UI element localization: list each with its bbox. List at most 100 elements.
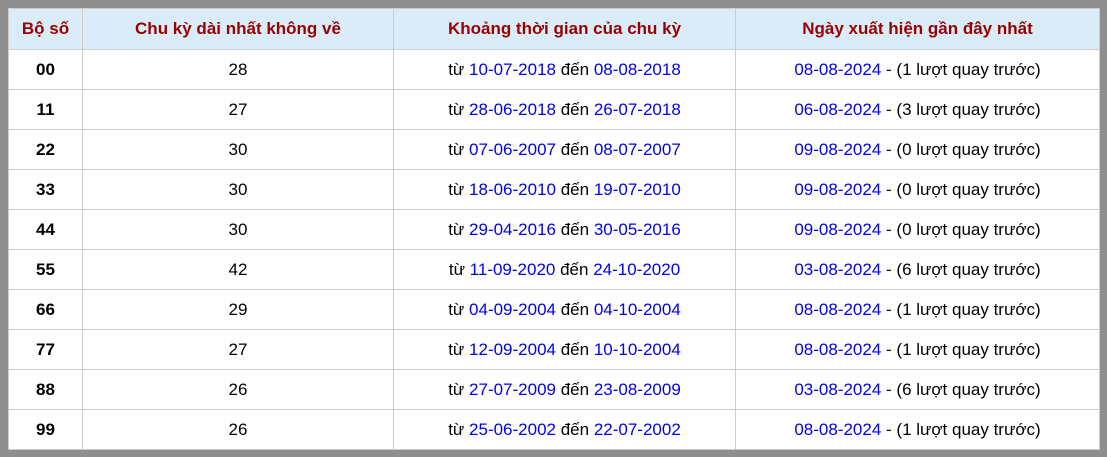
table-row: 22 30 từ 07-06-2007 đến 08-07-2007 09-08… [8,129,1100,170]
from-date-link[interactable]: 12-09-2004 [469,339,556,359]
recent-date-link[interactable]: 09-08-2024 [794,139,882,159]
recent-note: - (6 lượt quay trước) [881,379,1041,399]
from-label: từ [448,59,470,79]
from-date-link[interactable]: 25-06-2002 [469,419,556,439]
pair-cell: 33 [8,169,83,210]
cycle-cell: 29 [82,289,394,330]
pair-cell: 22 [8,129,83,170]
recent-cell: 08-08-2024 - (1 lượt quay trước) [735,409,1100,450]
table-row: 88 26 từ 27-07-2009 đến 23-08-2009 03-08… [8,369,1100,410]
table-row: 11 27 từ 28-06-2018 đến 26-07-2018 06-08… [8,89,1100,130]
period-cell: từ 29-04-2016 đến 30-05-2016 [393,209,736,250]
column-header-pair: Bộ số [8,8,83,50]
cycle-cell: 27 [82,329,394,370]
to-date-link[interactable]: 04-10-2004 [593,299,681,319]
recent-note: - (1 lượt quay trước) [881,339,1041,359]
to-label: đến [556,339,594,359]
recent-note: - (1 lượt quay trước) [881,299,1041,319]
table-row: 99 26 từ 25-06-2002 đến 22-07-2002 08-08… [8,409,1100,450]
period-cell: từ 07-06-2007 đến 08-07-2007 [393,129,736,170]
recent-date-link[interactable]: 08-08-2024 [794,339,882,359]
to-date-link[interactable]: 22-07-2002 [593,419,681,439]
to-label: đến [556,99,594,119]
pair-cell: 44 [8,209,83,250]
to-label: đến [556,299,594,319]
from-date-link[interactable]: 11-09-2020 [469,259,556,279]
from-date-link[interactable]: 29-04-2016 [469,219,556,239]
recent-note: - (0 lượt quay trước) [881,179,1041,199]
from-label: từ [448,379,470,399]
recent-cell: 08-08-2024 - (1 lượt quay trước) [735,49,1100,90]
recent-date-link[interactable]: 08-08-2024 [794,299,882,319]
recent-date-link[interactable]: 06-08-2024 [794,99,882,119]
table-row: 66 29 từ 04-09-2004 đến 04-10-2004 08-08… [8,289,1100,330]
recent-date-link[interactable]: 03-08-2024 [794,379,882,399]
pair-cell: 66 [8,289,83,330]
from-date-link[interactable]: 28-06-2018 [469,99,556,119]
from-label: từ [448,99,470,119]
period-cell: từ 10-07-2018 đến 08-08-2018 [393,49,736,90]
table-row: 00 28 từ 10-07-2018 đến 08-08-2018 08-08… [8,49,1100,90]
pair-cell: 88 [8,369,83,410]
from-label: từ [448,139,470,159]
from-date-link[interactable]: 04-09-2004 [469,299,556,319]
from-date-link[interactable]: 18-06-2010 [469,179,556,199]
from-date-link[interactable]: 27-07-2009 [469,379,556,399]
recent-note: - (1 lượt quay trước) [881,59,1041,79]
to-date-link[interactable]: 10-10-2004 [593,339,681,359]
from-label: từ [448,419,470,439]
from-label: từ [448,219,470,239]
to-label: đến [556,139,594,159]
recent-note: - (1 lượt quay trước) [881,419,1041,439]
to-label: đến [556,379,594,399]
to-date-link[interactable]: 30-05-2016 [593,219,681,239]
from-date-link[interactable]: 10-07-2018 [469,59,556,79]
to-date-link[interactable]: 23-08-2009 [593,379,681,399]
to-label: đến [556,179,594,199]
to-label: đến [556,59,594,79]
period-cell: từ 27-07-2009 đến 23-08-2009 [393,369,736,410]
pair-cell: 99 [8,409,83,450]
pair-cell: 77 [8,329,83,370]
to-date-link[interactable]: 19-07-2010 [593,179,681,199]
cycle-cell: 30 [82,169,394,210]
to-date-link[interactable]: 26-07-2018 [593,99,681,119]
recent-cell: 03-08-2024 - (6 lượt quay trước) [735,249,1100,290]
recent-note: - (6 lượt quay trước) [881,259,1041,279]
lottery-cycle-table: Bộ số Chu kỳ dài nhất không về Khoảng th… [8,8,1100,450]
column-header-recent: Ngày xuất hiện gần đây nhất [735,8,1100,50]
period-cell: từ 04-09-2004 đến 04-10-2004 [393,289,736,330]
recent-date-link[interactable]: 09-08-2024 [794,219,882,239]
lottery-cycle-table-wrapper: Bộ số Chu kỳ dài nhất không về Khoảng th… [8,8,1100,450]
to-label: đến [556,219,594,239]
to-date-link[interactable]: 24-10-2020 [593,259,681,279]
from-label: từ [448,259,470,279]
column-header-period: Khoảng thời gian của chu kỳ [393,8,736,50]
recent-date-link[interactable]: 03-08-2024 [794,259,882,279]
recent-note: - (0 lượt quay trước) [881,139,1041,159]
to-date-link[interactable]: 08-07-2007 [593,139,681,159]
pair-cell: 55 [8,249,83,290]
header-row: Bộ số Chu kỳ dài nhất không về Khoảng th… [8,8,1100,50]
cycle-cell: 27 [82,89,394,130]
to-label: đến [556,419,594,439]
recent-date-link[interactable]: 08-08-2024 [794,59,882,79]
table-row: 44 30 từ 29-04-2016 đến 30-05-2016 09-08… [8,209,1100,250]
recent-note: - (0 lượt quay trước) [881,219,1041,239]
recent-date-link[interactable]: 09-08-2024 [794,179,882,199]
cycle-cell: 26 [82,369,394,410]
to-date-link[interactable]: 08-08-2018 [593,59,681,79]
period-cell: từ 28-06-2018 đến 26-07-2018 [393,89,736,130]
period-cell: từ 11-09-2020 đến 24-10-2020 [393,249,736,290]
cycle-cell: 30 [82,209,394,250]
table-row: 77 27 từ 12-09-2004 đến 10-10-2004 08-08… [8,329,1100,370]
cycle-cell: 28 [82,49,394,90]
from-date-link[interactable]: 07-06-2007 [469,139,556,159]
table-row: 55 42 từ 11-09-2020 đến 24-10-2020 03-08… [8,249,1100,290]
table-header: Bộ số Chu kỳ dài nhất không về Khoảng th… [8,8,1100,50]
cycle-cell: 30 [82,129,394,170]
from-label: từ [448,299,470,319]
cycle-cell: 42 [82,249,394,290]
recent-cell: 08-08-2024 - (1 lượt quay trước) [735,329,1100,370]
recent-date-link[interactable]: 08-08-2024 [794,419,882,439]
